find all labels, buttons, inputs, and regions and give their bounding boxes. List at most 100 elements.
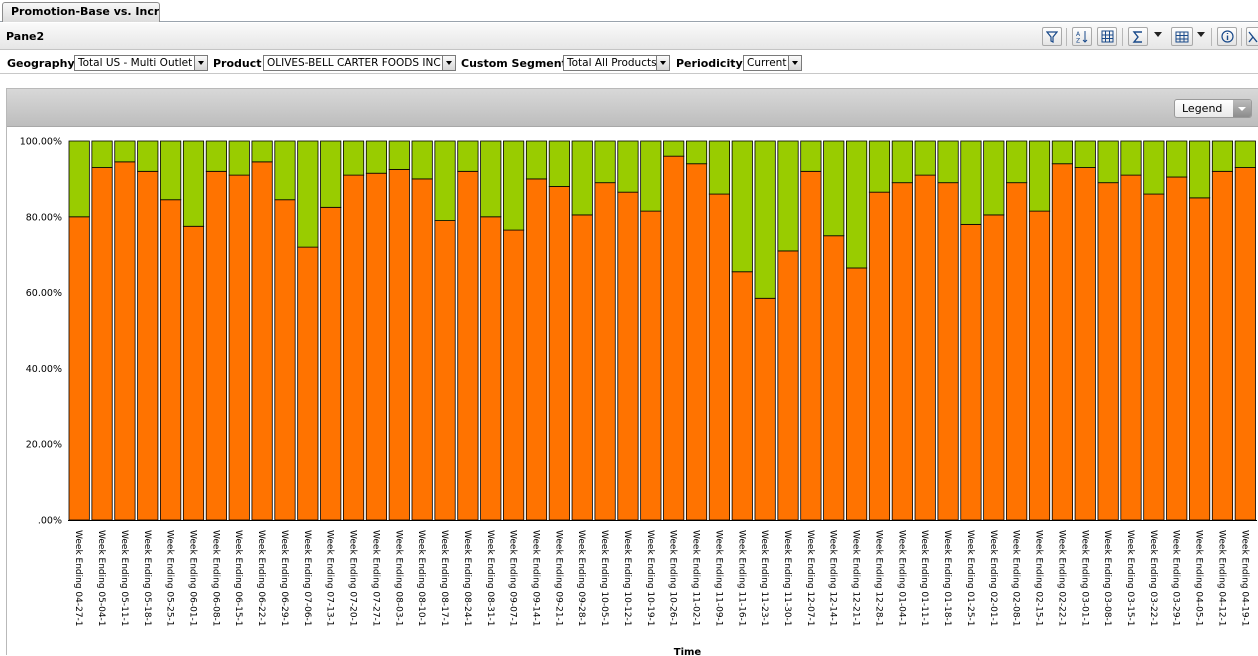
periodicity-select[interactable]: Current bbox=[743, 55, 802, 71]
x-tick-label: Week Ending 01-18-1 bbox=[942, 530, 952, 627]
sum-icon[interactable] bbox=[1128, 27, 1148, 46]
x-tick-label: Week Ending 02-22-1 bbox=[1056, 530, 1066, 627]
bar-incremental bbox=[594, 140, 616, 184]
stacked-bar-chart: .00% 20.00% 40.00% 60.00% 80.00% 100.00% Week … bbox=[20, 137, 1257, 656]
bar-incremental bbox=[846, 140, 868, 269]
bar-incremental bbox=[708, 140, 730, 195]
bar-incremental bbox=[297, 140, 319, 248]
tab-promotion-base[interactable]: Promotion-Base vs. Incre... bbox=[2, 2, 160, 22]
bar-base bbox=[777, 250, 799, 521]
bar-incremental bbox=[937, 140, 959, 184]
info-icon[interactable] bbox=[1217, 27, 1237, 46]
bar-incremental bbox=[160, 140, 182, 201]
x-tick-label: Week Ending 01-25-1 bbox=[965, 530, 975, 627]
x-tick-label: Week Ending 11-09-1 bbox=[713, 530, 723, 627]
chevron-down-icon[interactable] bbox=[1233, 100, 1251, 117]
bar-base bbox=[365, 172, 388, 521]
columns-icon[interactable] bbox=[1097, 27, 1117, 46]
bar-incremental bbox=[411, 140, 433, 180]
x-tick-label: Week Ending 03-22-1 bbox=[1148, 530, 1158, 627]
legend-dropdown[interactable]: Legend bbox=[1174, 99, 1252, 118]
bar-incremental bbox=[960, 140, 982, 225]
bar-incremental bbox=[251, 140, 273, 163]
x-tick-label: Week Ending 12-21-1 bbox=[851, 530, 861, 627]
x-tick-label: Week Ending 01-04-1 bbox=[896, 530, 906, 627]
y-tick-label: 40.00% bbox=[26, 364, 62, 375]
custom-segment-select-value: Total All Products bbox=[567, 57, 657, 69]
x-tick-label: Week Ending 09-28-1 bbox=[576, 530, 586, 627]
bar-incremental bbox=[983, 140, 1005, 216]
bar-incremental bbox=[1051, 140, 1073, 165]
bar-base bbox=[457, 170, 479, 521]
bar-incremental bbox=[823, 140, 845, 237]
x-tick-label: Week Ending 02-01-1 bbox=[988, 530, 998, 627]
tab-strip: Promotion-Base vs. Incre... bbox=[0, 0, 1258, 22]
bar-incremental bbox=[685, 140, 708, 165]
x-tick-label: Week Ending 06-08-1 bbox=[210, 530, 220, 627]
chart-type-icon[interactable] bbox=[1171, 27, 1193, 46]
x-tick-label: Week Ending 06-15-1 bbox=[233, 530, 243, 627]
product-select[interactable]: OLIVES-BELL CARTER FOODS INC bbox=[263, 55, 456, 71]
filter-icon[interactable] bbox=[1042, 27, 1062, 46]
x-tick-label: Week Ending 04-19-1 bbox=[1239, 530, 1249, 627]
toolbar-separator bbox=[1122, 28, 1123, 46]
bar-base bbox=[480, 216, 502, 521]
bar-base bbox=[1097, 182, 1119, 521]
bar-incremental bbox=[891, 140, 913, 184]
x-tick-label: Week Ending 08-17-1 bbox=[439, 530, 449, 627]
export-icon[interactable] bbox=[1246, 27, 1258, 46]
custom-segment-select[interactable]: Total All Products bbox=[563, 55, 670, 71]
filter-bar: Geography Total US - Multi Outlet Produc… bbox=[0, 52, 1258, 74]
x-tick-label: Week Ending 10-12-1 bbox=[622, 530, 632, 627]
bar-base bbox=[1028, 210, 1051, 521]
bar-base bbox=[91, 167, 113, 521]
x-tick-label: Week Ending 07-06-1 bbox=[302, 530, 312, 627]
bar-base bbox=[617, 191, 639, 521]
sum-dropdown-chevron-icon[interactable] bbox=[1154, 32, 1162, 37]
bar-incremental bbox=[800, 140, 822, 172]
bar-base bbox=[297, 246, 319, 521]
bar-base bbox=[846, 267, 868, 521]
x-tick-label: Week Ending 11-30-1 bbox=[782, 530, 792, 627]
geography-select[interactable]: Total US - Multi Outlet bbox=[74, 55, 208, 71]
pane-title: Pane2 bbox=[6, 30, 45, 43]
bar-base bbox=[1211, 170, 1234, 521]
x-tick-label: Week Ending 10-19-1 bbox=[645, 530, 655, 627]
x-tick-label: Week Ending 06-22-1 bbox=[256, 530, 266, 627]
bar-incremental bbox=[1120, 140, 1142, 176]
bar-base bbox=[137, 170, 159, 521]
x-tick-label: Week Ending 07-27-1 bbox=[370, 530, 380, 627]
chart-type-dropdown-chevron-icon[interactable] bbox=[1197, 32, 1205, 37]
bar-base bbox=[182, 225, 205, 521]
custom-segment-label: Custom Segment bbox=[461, 57, 567, 70]
bar-base bbox=[1074, 167, 1096, 521]
bar-incremental bbox=[342, 140, 365, 176]
chevron-down-icon[interactable] bbox=[194, 56, 207, 70]
x-axis-title: Time bbox=[674, 647, 702, 656]
bar-incremental bbox=[1074, 140, 1096, 168]
toolbar-separator bbox=[1211, 28, 1212, 46]
bar-base bbox=[1166, 176, 1188, 521]
bar-base bbox=[160, 199, 182, 521]
chevron-down-icon[interactable] bbox=[442, 56, 455, 70]
x-tick-label: Week Ending 02-08-1 bbox=[1011, 530, 1021, 627]
bar-base bbox=[708, 193, 730, 521]
bar-incremental bbox=[777, 140, 799, 252]
bar-incremental bbox=[1211, 140, 1234, 172]
y-tick-label: 100.00% bbox=[20, 137, 62, 148]
x-tick-label: Week Ending 12-07-1 bbox=[805, 530, 815, 627]
x-tick-label: Week Ending 08-10-1 bbox=[416, 530, 426, 627]
bar-base bbox=[914, 174, 936, 521]
chevron-down-icon[interactable] bbox=[788, 56, 801, 70]
x-tick-label: Week Ending 04-27-1 bbox=[73, 530, 83, 627]
bar-base bbox=[114, 161, 136, 521]
x-tick-label: Week Ending 05-04-1 bbox=[96, 530, 106, 627]
bar-incremental bbox=[868, 140, 891, 193]
bar-incremental bbox=[228, 140, 250, 176]
bar-incremental bbox=[274, 140, 296, 201]
bar-incremental bbox=[434, 140, 456, 221]
chevron-down-icon[interactable] bbox=[656, 56, 669, 70]
bar-incremental bbox=[457, 140, 479, 172]
bar-incremental bbox=[137, 140, 159, 172]
